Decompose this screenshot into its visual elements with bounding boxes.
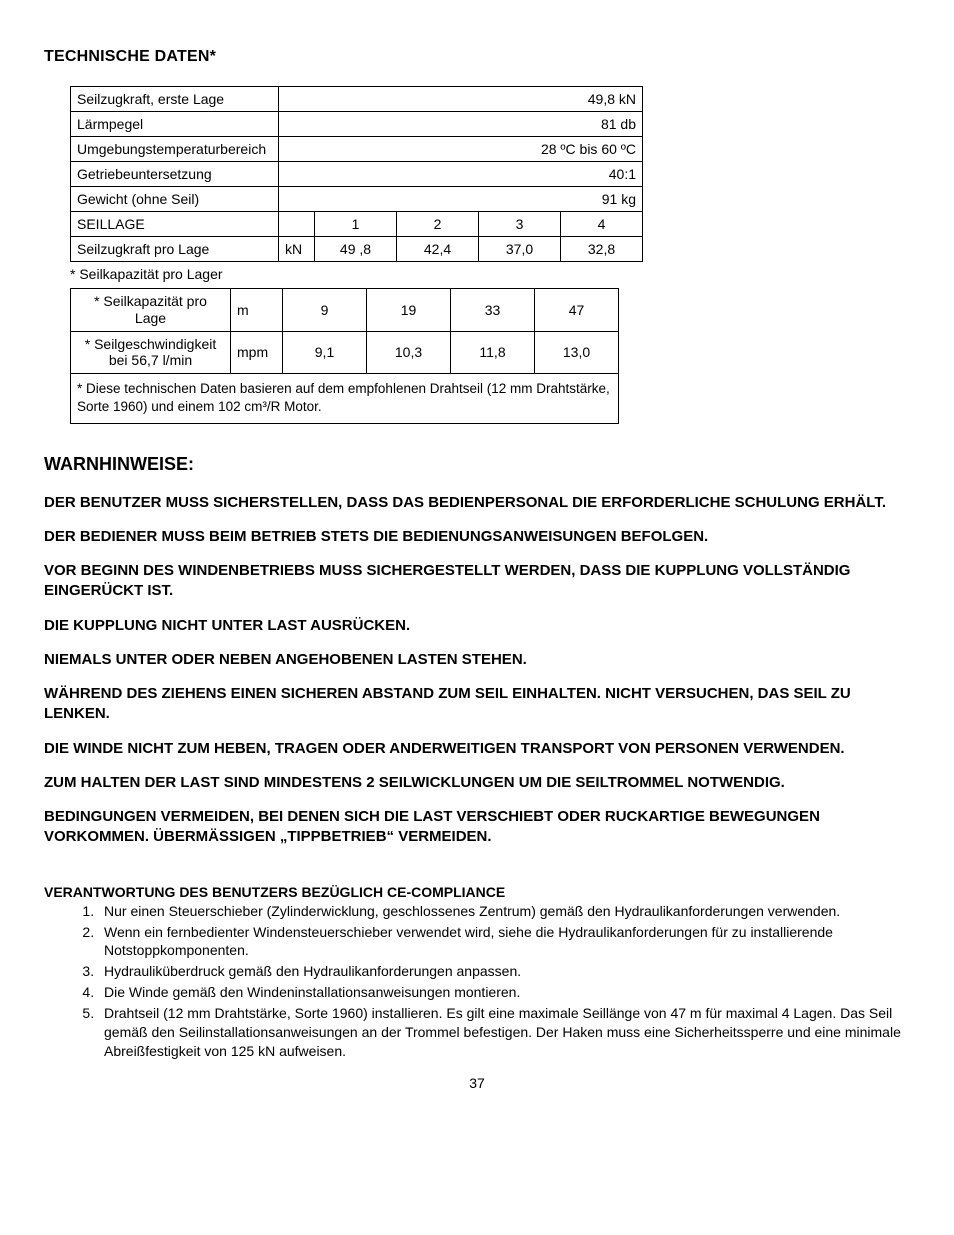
warning-item: ZUM HALTEN DER LAST SIND MINDESTENS 2 SE…: [44, 773, 910, 793]
responsibility-item: Hydrauliküberdruck gemäß den Hydraulikan…: [98, 962, 910, 981]
spec-unit: [279, 212, 315, 237]
spec-value: 49,8 kN: [279, 87, 643, 112]
spec-label: Lärmpegel: [71, 112, 279, 137]
spec-cell: 9,1: [283, 331, 367, 374]
spec-label: SEILLAGE: [71, 212, 279, 237]
spec-label: Umgebungstemperaturbereich: [71, 137, 279, 162]
spec-cell: 37,0: [479, 237, 561, 262]
responsibility-item: Drahtseil (12 mm Drahtstärke, Sorte 1960…: [98, 1004, 910, 1061]
spec-cell: 13,0: [535, 331, 619, 374]
page-number: 37: [44, 1075, 910, 1091]
spec-cell: 11,8: [451, 331, 535, 374]
resp-title: VERANTWORTUNG DES BENUTZERS BEZÜGLICH CE…: [44, 884, 910, 900]
spec-label: Seilzugkraft pro Lage: [71, 237, 279, 262]
warning-item: VOR BEGINN DES WINDENBETRIEBS MUSS SICHE…: [44, 561, 910, 602]
spec-cell: 49 ,8: [315, 237, 397, 262]
warning-item: DER BENUTZER MUSS SICHERSTELLEN, DASS DA…: [44, 493, 910, 513]
warning-item: WÄHREND DES ZIEHENS EINEN SICHEREN ABSTA…: [44, 684, 910, 725]
spec-label: Gewicht (ohne Seil): [71, 187, 279, 212]
warning-item: DER BEDIENER MUSS BEIM BETRIEB STETS DIE…: [44, 527, 910, 547]
spec-unit: kN: [279, 237, 315, 262]
spec-value: 81 db: [279, 112, 643, 137]
warn-title: WARNHINWEISE:: [44, 454, 910, 475]
spec-cell: 47: [535, 289, 619, 332]
spec-cell: 19: [367, 289, 451, 332]
warning-item: DIE KUPPLUNG NICHT UNTER LAST AUSRÜCKEN.: [44, 616, 910, 636]
warning-item: NIEMALS UNTER ODER NEBEN ANGEHOBENEN LAS…: [44, 650, 910, 670]
spec-table-1: Seilzugkraft, erste Lage49,8 kNLärmpegel…: [70, 86, 643, 262]
spec-cell: 10,3: [367, 331, 451, 374]
spec-label: Seilzugkraft, erste Lage: [71, 87, 279, 112]
table2-footnote: * Diese technischen Daten basieren auf d…: [71, 374, 619, 423]
warning-item: DIE WINDE NICHT ZUM HEBEN, TRAGEN ODER A…: [44, 739, 910, 759]
spec-cell: 3: [479, 212, 561, 237]
responsibility-item: Die Winde gemäß den Windeninstallationsa…: [98, 983, 910, 1002]
spec-value: 28 ºC bis 60 ºC: [279, 137, 643, 162]
spec-label: * Seilgeschwindigkeit bei 56,7 l/min: [71, 331, 231, 374]
spec-unit: m: [231, 289, 283, 332]
warnings-list: DER BENUTZER MUSS SICHERSTELLEN, DASS DA…: [44, 493, 910, 848]
spec-cell: 4: [561, 212, 643, 237]
table1-note: * Seilkapazität pro Lager: [70, 266, 910, 282]
section-title: TECHNISCHE DATEN*: [44, 48, 910, 66]
spec-table-2: * Seilkapazität pro Lagem9193347 * Seilge…: [70, 288, 619, 424]
spec-unit: mpm: [231, 331, 283, 374]
spec-cell: 33: [451, 289, 535, 332]
spec-label: Getriebeuntersetzung: [71, 162, 279, 187]
spec-label: * Seilkapazität pro Lage: [71, 289, 231, 332]
responsibilities-list: Nur einen Steuerschieber (Zylinderwicklu…: [44, 902, 910, 1061]
spec-cell: 32,8: [561, 237, 643, 262]
spec-cell: 42,4: [397, 237, 479, 262]
responsibility-item: Wenn ein fernbedienter Windensteuerschie…: [98, 923, 910, 961]
spec-cell: 9: [283, 289, 367, 332]
spec-value: 91 kg: [279, 187, 643, 212]
spec-cell: 2: [397, 212, 479, 237]
responsibility-item: Nur einen Steuerschieber (Zylinderwicklu…: [98, 902, 910, 921]
warning-item: BEDINGUNGEN VERMEIDEN, BEI DENEN SICH DI…: [44, 807, 910, 848]
spec-value: 40:1: [279, 162, 643, 187]
spec-cell: 1: [315, 212, 397, 237]
